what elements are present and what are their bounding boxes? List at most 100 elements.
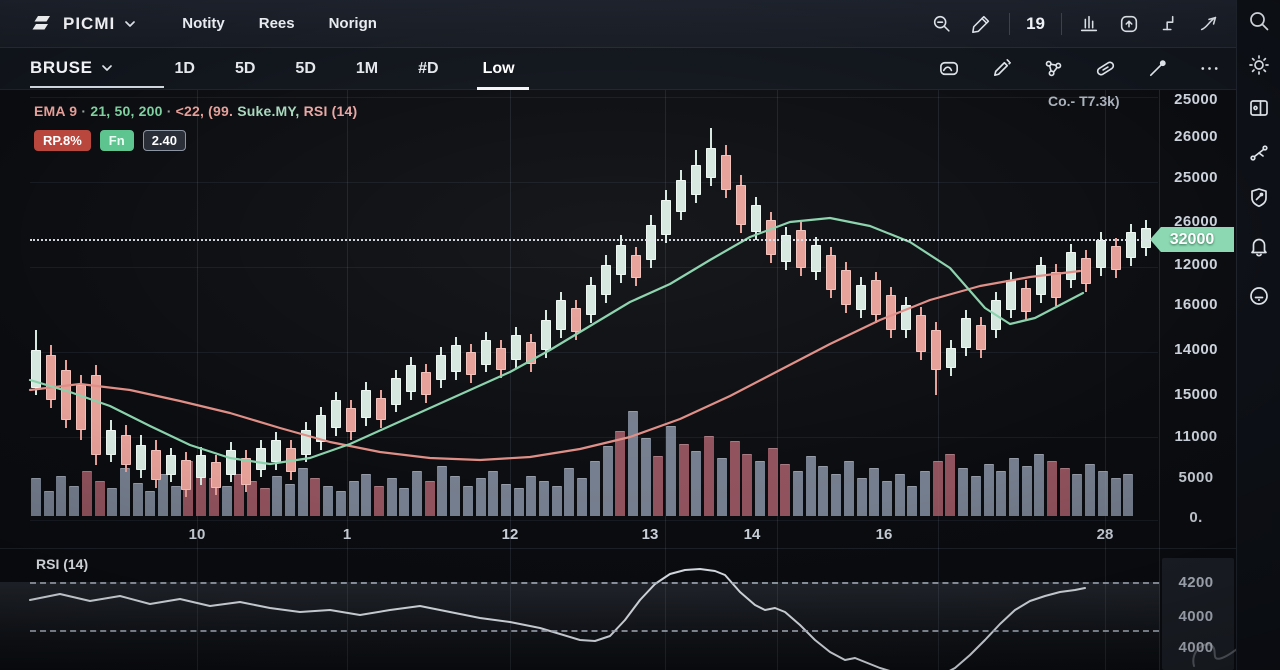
volume-bar bbox=[1034, 454, 1045, 516]
chevron-down-icon bbox=[101, 64, 112, 71]
volume-bar bbox=[856, 478, 867, 516]
volume-bar bbox=[285, 484, 295, 516]
candle-body bbox=[1141, 228, 1151, 248]
volume-bar bbox=[666, 426, 676, 516]
link-button[interactable] bbox=[1092, 56, 1118, 82]
volume-bar bbox=[234, 474, 245, 516]
history-clock-button[interactable] bbox=[1246, 283, 1272, 309]
pin-line-button[interactable] bbox=[1144, 56, 1170, 82]
timeframe-1d[interactable]: 1D bbox=[174, 59, 195, 77]
volume-bar bbox=[335, 491, 346, 516]
price-label: 15000 bbox=[1174, 386, 1218, 403]
legend-text: 21, 50, bbox=[90, 103, 135, 119]
rsi-band-line bbox=[30, 630, 1159, 632]
pipe-tool-button[interactable] bbox=[1156, 11, 1182, 37]
main-menu: Notity Rees Norign bbox=[182, 15, 377, 32]
legend-text: RSI (14) bbox=[299, 103, 358, 119]
timeframe-1m[interactable]: 1M bbox=[355, 59, 379, 77]
menu-item-notity[interactable]: Notity bbox=[182, 15, 225, 32]
chevron-down-icon bbox=[125, 20, 136, 27]
volume-bar bbox=[94, 481, 105, 516]
timeframe-5d-2[interactable]: 5D bbox=[295, 59, 316, 77]
brightness-sun-button[interactable] bbox=[1246, 52, 1272, 78]
current-price-tag: 32000 bbox=[1150, 227, 1234, 252]
candle-body bbox=[676, 180, 686, 212]
symbol-selector[interactable]: BRUSE bbox=[30, 58, 164, 88]
volume-bar bbox=[323, 486, 334, 516]
shield-edit-button[interactable] bbox=[1246, 185, 1272, 211]
timeframe-5d[interactable]: 5D bbox=[234, 59, 256, 77]
rail-search-button[interactable] bbox=[1246, 8, 1272, 34]
nodes-button[interactable] bbox=[1040, 56, 1066, 82]
volume-bar bbox=[424, 481, 435, 516]
legend-text: Suke.MY, bbox=[233, 103, 300, 119]
menu-item-norign[interactable]: Norign bbox=[328, 15, 377, 32]
timeframe-hd[interactable]: #D bbox=[418, 59, 439, 77]
volume-bar bbox=[81, 471, 92, 516]
current-price-value: 32000 bbox=[1169, 230, 1215, 248]
gridline-h bbox=[30, 97, 1158, 98]
tab-low-selected[interactable]: Low bbox=[476, 59, 529, 90]
volume-bar bbox=[704, 436, 715, 516]
volume-bar bbox=[920, 471, 930, 516]
current-price-line bbox=[30, 239, 1150, 241]
rsi-panel-divider bbox=[0, 548, 1236, 549]
volume-bar bbox=[348, 481, 359, 516]
bar-chart-button[interactable] bbox=[1076, 11, 1102, 37]
volume-bar bbox=[539, 481, 549, 516]
volume-bar bbox=[208, 478, 219, 516]
volume-bar bbox=[386, 478, 397, 516]
rsi-value-label: 4000 bbox=[1178, 608, 1214, 625]
volume-bar bbox=[907, 486, 918, 516]
menu-item-rees[interactable]: Rees bbox=[258, 15, 295, 32]
candle-body bbox=[1081, 258, 1091, 284]
volume-bar bbox=[970, 476, 981, 516]
publish-up-button[interactable] bbox=[1116, 11, 1142, 37]
volume-bar bbox=[869, 468, 880, 516]
drawings-count[interactable]: 19 bbox=[1026, 13, 1045, 33]
volume-bar bbox=[615, 431, 626, 516]
zoom-search-button[interactable] bbox=[929, 11, 955, 37]
draw-pencil-button[interactable] bbox=[969, 11, 995, 37]
snapshot-button[interactable] bbox=[936, 56, 962, 82]
rsi-band-line bbox=[30, 582, 1159, 584]
legend-text: 200 bbox=[134, 103, 163, 119]
price-label: 26000 bbox=[1174, 128, 1218, 145]
rsi-label[interactable]: RSI (14) bbox=[36, 556, 89, 572]
volume-bar bbox=[843, 461, 854, 516]
top-navbar: PICMI Notity Rees Norign 19 bbox=[0, 0, 1236, 48]
volume-bar bbox=[894, 474, 905, 516]
alerts-bell-button[interactable] bbox=[1246, 233, 1272, 259]
volume-bar bbox=[881, 481, 892, 516]
volume-bar bbox=[564, 468, 575, 516]
volume-bar bbox=[1072, 474, 1083, 516]
volume-bar bbox=[310, 478, 321, 516]
chart-toolbar: BRUSE 1D 5D 5D 1M #D Low bbox=[0, 48, 1236, 90]
app-logo-icon bbox=[32, 15, 50, 29]
layout-panel-button[interactable] bbox=[1246, 95, 1272, 121]
edit-pencil-button[interactable] bbox=[988, 56, 1014, 82]
volume-bar bbox=[170, 486, 181, 516]
volume-bar bbox=[754, 461, 765, 516]
volume-bar bbox=[577, 478, 588, 516]
indicator-legend[interactable]: EMA 9 · 21, 50, 200 · <22, (99. Suke.MY,… bbox=[34, 103, 357, 119]
candle-body bbox=[241, 458, 251, 485]
topbar-actions: 19 bbox=[929, 11, 1222, 37]
more-options-button[interactable] bbox=[1196, 56, 1222, 82]
indicator-badge[interactable]: 2.40 bbox=[142, 130, 186, 151]
indicator-badge[interactable]: RP.8% bbox=[34, 130, 91, 151]
time-label: 10 bbox=[188, 526, 206, 543]
volume-bar bbox=[691, 451, 702, 516]
volume-bar bbox=[132, 483, 143, 516]
candle-body bbox=[1096, 240, 1106, 268]
price-axis-line bbox=[1159, 90, 1160, 670]
volume-bar bbox=[551, 486, 562, 516]
symbol-brand[interactable]: PICMI bbox=[30, 12, 136, 36]
volume-bar bbox=[996, 471, 1007, 516]
branch-tool-button[interactable] bbox=[1196, 11, 1222, 37]
share-branch-button[interactable] bbox=[1246, 140, 1272, 166]
indicator-badge[interactable]: Fn bbox=[99, 130, 134, 151]
volume-bar bbox=[742, 454, 753, 516]
candle-body bbox=[211, 462, 221, 488]
